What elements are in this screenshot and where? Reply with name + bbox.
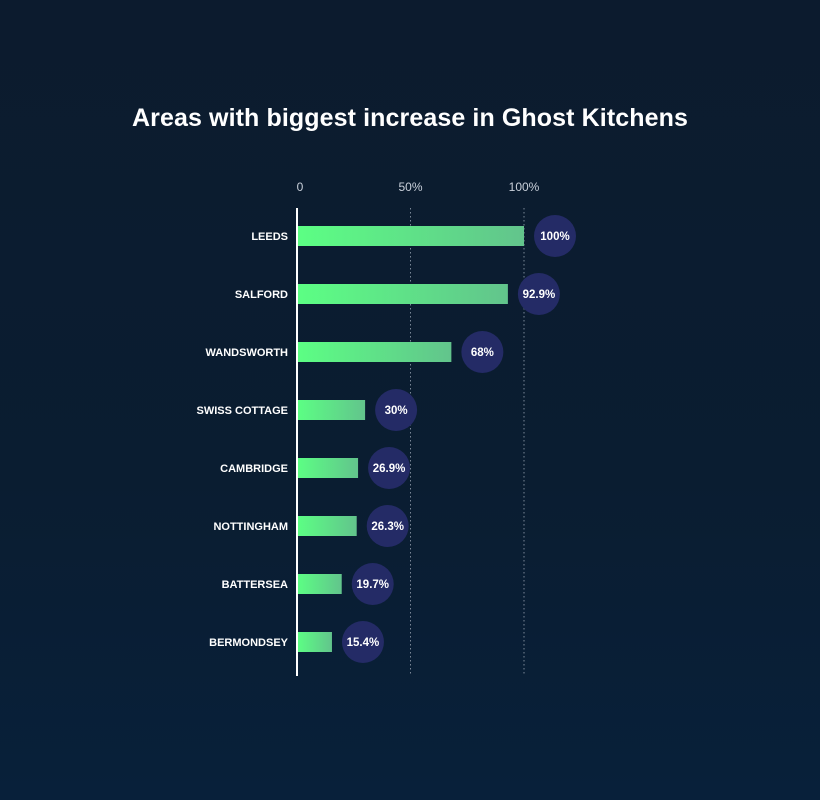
value-badge [461,331,504,373]
value-badge [366,505,409,547]
category-label: NOTTINGHAM [213,521,288,533]
category-label: SWISS COTTAGE [197,405,288,417]
value-label: 26.3% [371,521,404,533]
category-label: SALFORD [235,289,288,301]
value-label: 19.7% [356,579,389,591]
value-label: 26.9% [373,463,406,475]
value-badge [351,563,394,605]
bar [297,342,452,362]
value-badge [341,621,384,663]
value-badge [368,447,411,489]
value-label: 68% [471,347,494,359]
bar [297,458,359,478]
grid-lines [410,208,525,676]
x-tick-label: 50% [398,180,422,194]
bar [297,400,366,420]
value-badge [375,389,418,431]
x-tick-label: 100% [509,180,540,194]
category-label: BERMONDSEY [209,637,289,649]
category-labels: LEEDS SALFORD WANDSWORTH SWISS COTTAGE CAMBR… [197,231,289,649]
bars [297,226,524,652]
value-label: 100% [540,231,569,243]
category-label: CAMBRIDGE [220,463,288,475]
x-tick-label: 0 [297,180,304,194]
category-label: BATTERSEA [222,579,288,591]
value-badge [534,215,576,257]
value-label: 30% [385,405,408,417]
value-label: 15.4% [347,637,380,649]
value-badges: 100% 92.9% 68% 30% 26.9% 26.3% 19.7% 15.4% [341,215,576,663]
x-axis-ticks: 0 50% 100% [297,180,540,194]
bar [297,632,332,652]
category-label: LEEDS [251,231,288,243]
bar [297,516,357,536]
chart-title: Areas with biggest increase in Ghost Kit… [131,104,689,132]
bar [297,226,524,246]
bar [297,574,342,594]
category-label: WANDSWORTH [206,347,289,359]
bar [297,284,508,304]
value-label: 92.9% [523,289,556,301]
value-badge [517,273,560,315]
